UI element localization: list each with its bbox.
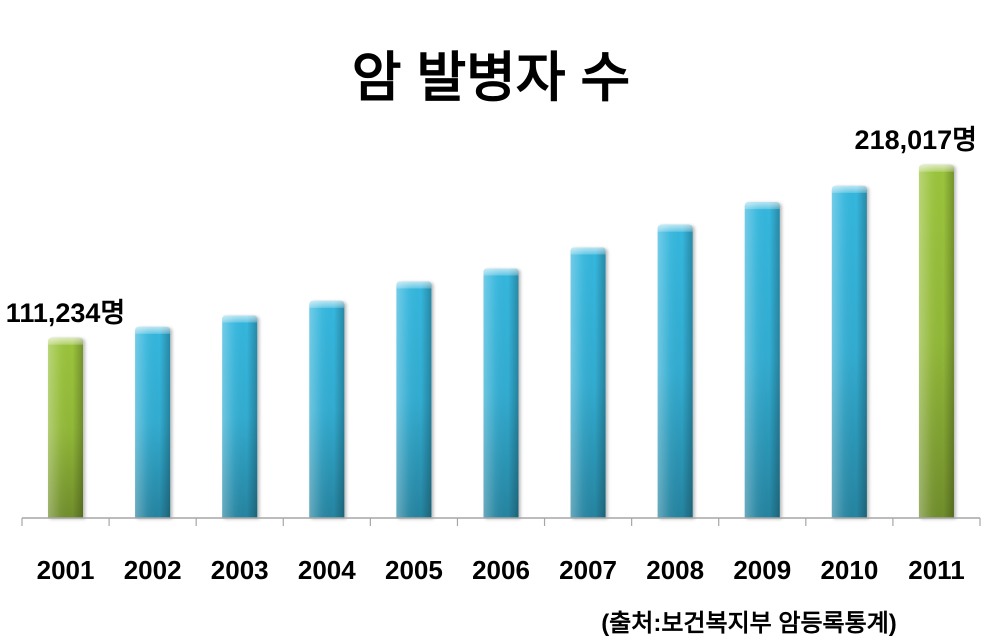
bar-top-bevel: [309, 300, 345, 308]
bar-top-bevel: [483, 268, 519, 276]
bar-2011: [918, 164, 954, 519]
bar-horizontal-shade: [744, 202, 780, 518]
bar-2008: [657, 224, 693, 518]
x-tick-label-2005: 2005: [385, 555, 443, 585]
bar-top-bevel: [831, 185, 867, 193]
bar-2001: [48, 337, 84, 518]
x-tick-label-2002: 2002: [124, 555, 182, 585]
bar-top-bevel: [396, 281, 432, 289]
x-tick-label-2009: 2009: [733, 555, 791, 585]
bar-horizontal-shade: [309, 300, 345, 518]
x-tick-label-2001: 2001: [37, 555, 95, 585]
bar-2003: [222, 315, 258, 518]
bar-top-bevel: [657, 224, 693, 232]
bar-2004: [309, 300, 345, 518]
x-tick-label-2007: 2007: [559, 555, 617, 585]
bar-horizontal-shade: [135, 326, 171, 518]
x-tick-label-2006: 2006: [472, 555, 530, 585]
data-label-2001: 111,234명: [6, 298, 125, 328]
bar-horizontal-shade: [396, 281, 432, 518]
x-tick-label-2003: 2003: [211, 555, 269, 585]
bar-top-bevel: [744, 202, 780, 210]
chart-title: 암 발병자 수: [352, 48, 630, 108]
bar-2010: [831, 185, 867, 518]
bar-2005: [396, 281, 432, 518]
bar-horizontal-shade: [570, 247, 606, 518]
x-tick-label-2011: 2011: [908, 555, 964, 585]
bar-2009: [744, 202, 780, 518]
bar-2007: [570, 247, 606, 518]
bar-horizontal-shade: [222, 315, 258, 518]
bar-top-bevel: [48, 337, 84, 345]
bar-top-bevel: [918, 164, 954, 172]
bars: [48, 164, 954, 519]
x-tick-label-2008: 2008: [646, 555, 704, 585]
bar-2002: [135, 326, 171, 518]
bar-top-bevel: [222, 315, 258, 323]
x-axis: [21, 517, 981, 526]
bar-horizontal-shade: [918, 164, 954, 519]
bar-horizontal-shade: [483, 268, 519, 518]
chart-labels: 2001 111,234명 2002 2003 2004 2005 2006 2007 2008…: [6, 125, 977, 585]
data-label-2011: 218,017명: [855, 125, 977, 155]
x-tick-label-2010: 2010: [820, 555, 878, 585]
x-tick-label-2004: 2004: [298, 555, 356, 585]
bar-top-bevel: [135, 326, 171, 334]
bar-2006: [483, 268, 519, 518]
bar-horizontal-shade: [48, 337, 84, 518]
source-note: (출처:보건복지부 암등록통계): [601, 610, 897, 637]
bar-top-bevel: [570, 247, 606, 255]
bar-horizontal-shade: [657, 224, 693, 518]
bar-horizontal-shade: [831, 185, 867, 518]
